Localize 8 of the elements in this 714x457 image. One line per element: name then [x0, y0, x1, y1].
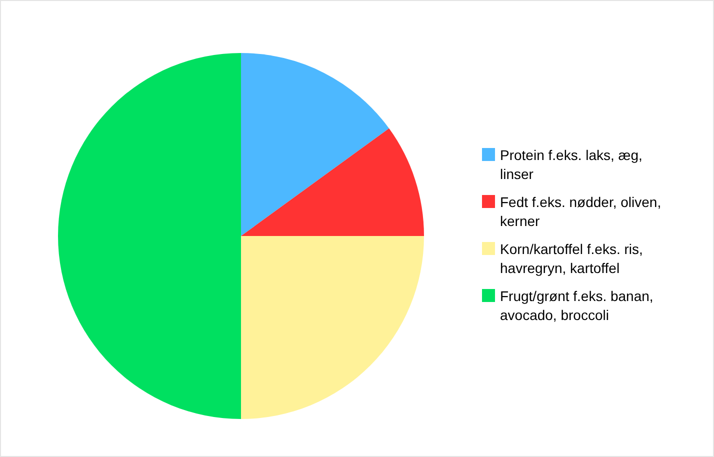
- legend-label: Fedt f.eks. nødder, oliven, kerner: [500, 194, 662, 229]
- pie-slice: [58, 53, 241, 419]
- legend-label: Korn/kartoffel f.eks. ris, havregryn, kartoffel: [500, 241, 643, 276]
- legend-label: Protein f.eks. laks, æg, linser: [500, 147, 642, 182]
- pie-slice: [241, 53, 390, 236]
- legend-label: Frugt/grønt f.eks. banan, avocado, broccoli: [500, 288, 654, 323]
- pie-slice: [241, 236, 424, 419]
- pie-slice: [241, 128, 424, 236]
